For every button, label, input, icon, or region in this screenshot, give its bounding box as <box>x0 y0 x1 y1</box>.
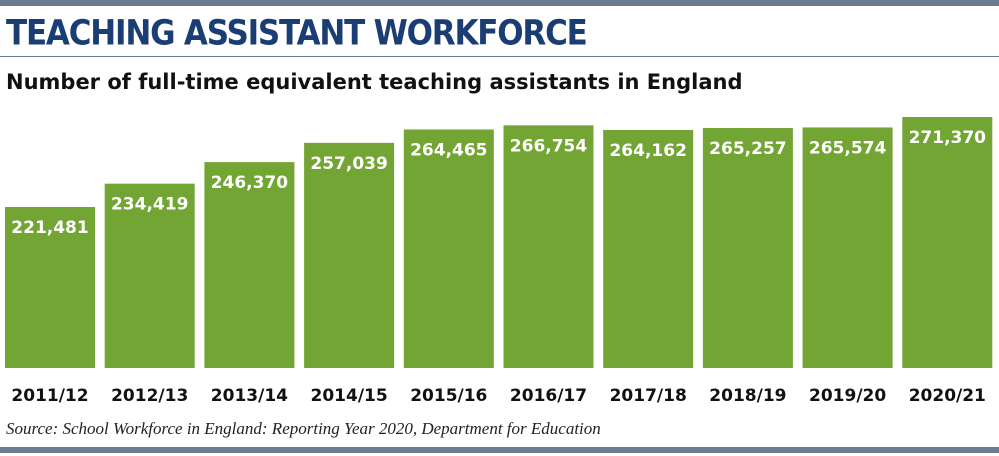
x-tick-label: 2012/13 <box>111 386 188 406</box>
bottom-rule <box>0 447 999 453</box>
bar-value-label: 221,481 <box>11 218 88 238</box>
bar-2017-18 <box>603 130 694 368</box>
x-tick-label: 2013/14 <box>211 386 288 406</box>
bar-value-label: 246,370 <box>211 173 289 193</box>
chart-title: Number of full-time equivalent teaching … <box>6 70 743 94</box>
bar-2012-13 <box>104 183 195 368</box>
x-tick-label: 2015/16 <box>410 386 487 406</box>
headline-rule <box>0 56 999 57</box>
bar-value-label: 266,754 <box>510 136 588 156</box>
bar-2018-19 <box>702 128 793 368</box>
bar-value-label: 234,419 <box>111 195 188 215</box>
source-note: Source: School Workforce in England: Rep… <box>6 419 601 438</box>
bar-value-label: 264,465 <box>410 140 487 160</box>
bar-2013-14 <box>204 162 295 368</box>
bar-2020-21 <box>902 117 993 368</box>
headline: TEACHING ASSISTANT WORKFORCE <box>6 13 588 54</box>
bar-2016-17 <box>503 125 594 368</box>
bar-chart: 221,481 2011/12 234,419 2012/13 246,370 2013/… <box>5 117 993 406</box>
bar-2011-12 <box>5 207 95 368</box>
x-tick-label: 2020/21 <box>909 386 986 406</box>
bar-value-label: 264,162 <box>609 141 686 161</box>
x-tick-label: 2014/15 <box>311 386 388 406</box>
x-tick-label: 2017/18 <box>610 386 687 406</box>
bar-value-label: 265,574 <box>809 138 887 158</box>
x-tick-label: 2011/12 <box>11 386 88 406</box>
top-rule <box>0 0 999 6</box>
bar-value-label: 265,257 <box>709 139 786 159</box>
x-tick-label: 2019/20 <box>809 386 886 406</box>
bar-value-label: 257,039 <box>310 154 387 174</box>
bar-value-label: 271,370 <box>909 128 987 148</box>
x-tick-label: 2018/19 <box>709 386 786 406</box>
bar-2015-16 <box>403 129 494 368</box>
bar-2019-20 <box>802 127 893 368</box>
bar-2014-15 <box>304 142 395 368</box>
x-tick-label: 2016/17 <box>510 386 587 406</box>
